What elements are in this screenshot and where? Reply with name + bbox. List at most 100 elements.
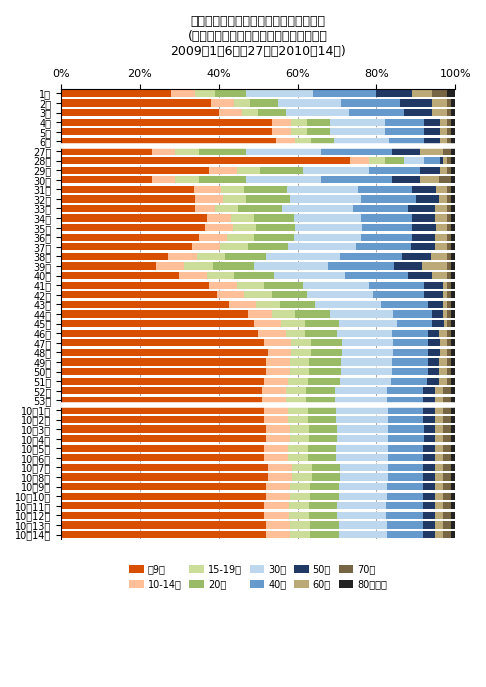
Bar — [431, 253, 447, 260]
Bar — [211, 100, 235, 106]
Bar — [254, 234, 294, 241]
Bar — [435, 521, 443, 528]
Bar — [423, 444, 435, 452]
Bar — [387, 416, 423, 423]
Bar — [272, 119, 291, 126]
Bar — [435, 224, 448, 232]
Bar — [432, 90, 447, 97]
Bar — [61, 531, 266, 538]
Bar — [400, 100, 432, 106]
Bar — [311, 531, 339, 538]
Bar — [443, 493, 451, 500]
Bar — [233, 224, 256, 232]
Bar — [290, 435, 310, 442]
Bar — [61, 224, 206, 232]
Bar — [61, 512, 264, 519]
Bar — [312, 464, 340, 471]
Bar — [254, 320, 281, 327]
Bar — [423, 396, 435, 404]
Bar — [168, 253, 196, 260]
Bar — [394, 262, 422, 269]
Bar — [389, 138, 424, 145]
Bar — [387, 406, 423, 414]
Bar — [244, 185, 287, 193]
Bar — [306, 387, 334, 394]
Bar — [246, 195, 290, 203]
Bar — [61, 166, 209, 174]
Bar — [286, 396, 306, 404]
Bar — [61, 502, 264, 510]
Bar — [432, 109, 447, 116]
Bar — [448, 128, 451, 135]
Bar — [451, 100, 455, 106]
Bar — [156, 262, 184, 269]
Bar — [443, 416, 451, 423]
Bar — [308, 406, 336, 414]
Bar — [423, 387, 435, 394]
Bar — [451, 214, 455, 222]
Bar — [451, 138, 455, 145]
Bar — [61, 330, 258, 337]
Bar — [451, 176, 455, 183]
Bar — [239, 205, 282, 212]
Bar — [286, 109, 349, 116]
Bar — [61, 473, 268, 481]
Bar — [439, 330, 447, 337]
Bar — [266, 368, 290, 375]
Bar — [199, 147, 246, 155]
Bar — [61, 147, 152, 155]
Bar — [264, 512, 289, 519]
Bar — [286, 387, 306, 394]
Bar — [61, 272, 179, 279]
Bar — [447, 368, 451, 375]
Bar — [448, 119, 451, 126]
Bar — [451, 502, 455, 510]
Bar — [340, 378, 392, 385]
Bar — [420, 166, 439, 174]
Bar — [264, 454, 288, 462]
Bar — [451, 425, 455, 433]
Bar — [209, 166, 237, 174]
Bar — [393, 349, 428, 356]
Bar — [61, 406, 264, 414]
Bar — [264, 502, 289, 510]
Bar — [412, 185, 435, 193]
Bar — [152, 147, 175, 155]
Bar — [264, 406, 288, 414]
Bar — [206, 224, 233, 232]
Bar — [424, 435, 435, 442]
Bar — [388, 435, 424, 442]
Bar — [393, 311, 432, 317]
Bar — [195, 90, 215, 97]
Bar — [330, 128, 385, 135]
Bar — [393, 339, 428, 346]
Bar — [451, 119, 455, 126]
Bar — [248, 243, 288, 251]
Bar — [448, 339, 451, 346]
Bar — [386, 512, 423, 519]
Bar — [451, 205, 455, 212]
Bar — [207, 214, 230, 222]
Bar — [444, 301, 448, 308]
Bar — [61, 234, 199, 241]
Bar — [451, 444, 455, 452]
Bar — [337, 425, 388, 433]
Bar — [61, 243, 192, 251]
Bar — [268, 464, 292, 471]
Bar — [412, 224, 435, 232]
Bar — [61, 359, 266, 365]
Bar — [307, 291, 373, 298]
Bar — [315, 301, 381, 308]
Bar — [310, 368, 341, 375]
Bar — [439, 128, 448, 135]
Bar — [439, 195, 447, 203]
Bar — [435, 483, 443, 491]
Bar — [237, 282, 264, 289]
Bar — [451, 416, 455, 423]
Bar — [61, 214, 207, 222]
Bar — [427, 378, 439, 385]
Bar — [61, 100, 211, 106]
Bar — [388, 425, 424, 433]
Bar — [423, 502, 435, 510]
Bar — [451, 512, 455, 519]
